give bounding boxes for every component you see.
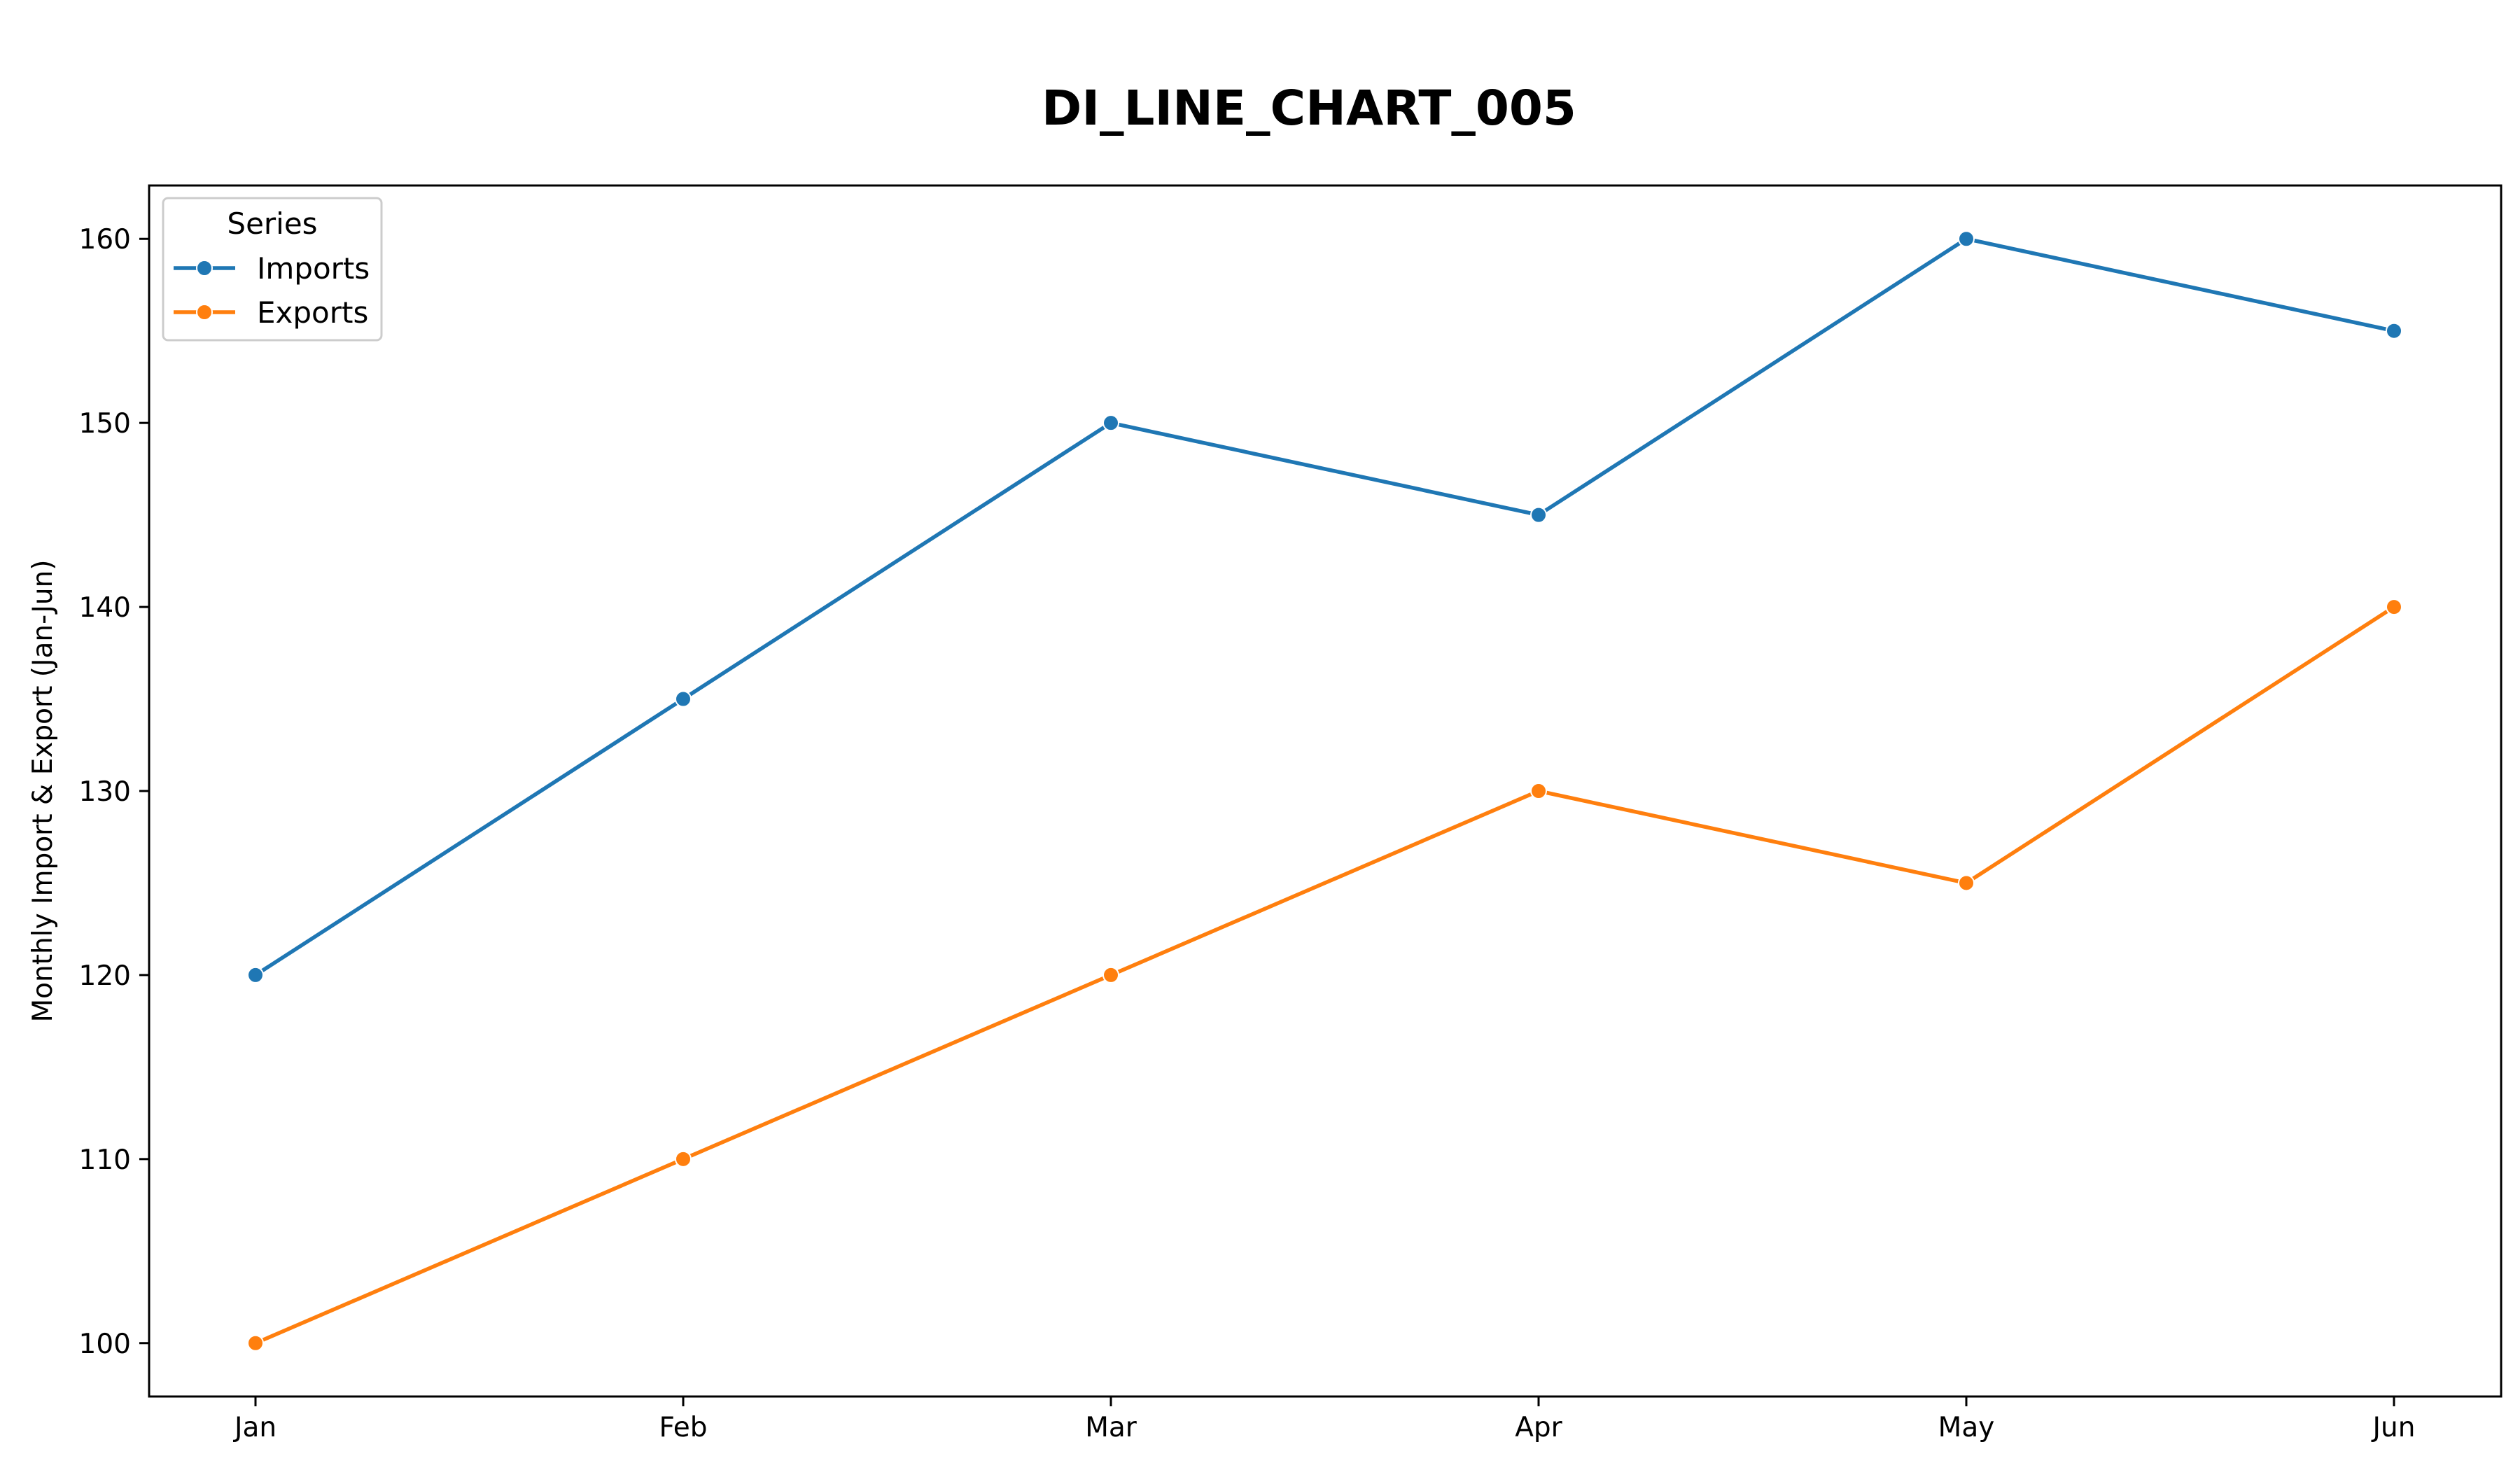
x-tick-label: May (1938, 1412, 1995, 1443)
y-axis-ticks: 100 110 120 130 140 150 160 (79, 224, 149, 1360)
y-tick-label: 160 (79, 224, 131, 255)
exports-point (2386, 598, 2402, 616)
imports-line (253, 237, 2396, 977)
y-tick-label: 110 (79, 1144, 131, 1176)
legend: Series Imports Exports (162, 197, 383, 342)
imports-point (1958, 230, 1975, 248)
y-tick-label: 130 (79, 776, 131, 808)
exports-point (247, 1334, 264, 1352)
x-tick-label: Jun (2371, 1412, 2416, 1443)
plot-area (148, 184, 2502, 1398)
y-tick-label: 100 (79, 1329, 131, 1360)
x-tick-label: Feb (659, 1412, 707, 1443)
series-exports (247, 598, 2402, 1352)
legend-entries: Imports Exports (174, 251, 370, 330)
x-axis-ticks: Jan Feb Mar Apr May Jun (232, 1396, 2416, 1443)
x-tick-label: Mar (1085, 1412, 1138, 1443)
chart-title: DI_LINE_CHART_005 (1042, 80, 1576, 136)
legend-exports-marker (196, 304, 213, 321)
imports-point (1102, 414, 1119, 432)
exports-line (253, 605, 2396, 1345)
y-axis-label: Monthly Import & Export (Jan-Jun) (27, 560, 59, 1023)
x-tick-label: Apr (1515, 1412, 1562, 1443)
imports-point (675, 690, 692, 708)
x-tick-label: Jan (232, 1412, 276, 1443)
y-tick-label: 120 (79, 960, 131, 992)
legend-imports-marker (196, 260, 213, 276)
imports-point (1530, 506, 1547, 524)
exports-point (1102, 966, 1119, 983)
y-tick-label: 140 (79, 592, 131, 624)
exports-point (1958, 874, 1975, 892)
legend-box (162, 197, 383, 342)
exports-point (1530, 783, 1547, 799)
legend-exports-label: Exports (257, 295, 368, 330)
legend-title: Series (227, 206, 317, 241)
y-tick-label: 150 (79, 408, 131, 440)
imports-point (247, 966, 264, 983)
imports-point (2386, 322, 2402, 340)
series-layer (247, 230, 2402, 1352)
exports-point (675, 1150, 692, 1168)
legend-imports-label: Imports (257, 251, 370, 286)
series-imports (247, 230, 2402, 983)
